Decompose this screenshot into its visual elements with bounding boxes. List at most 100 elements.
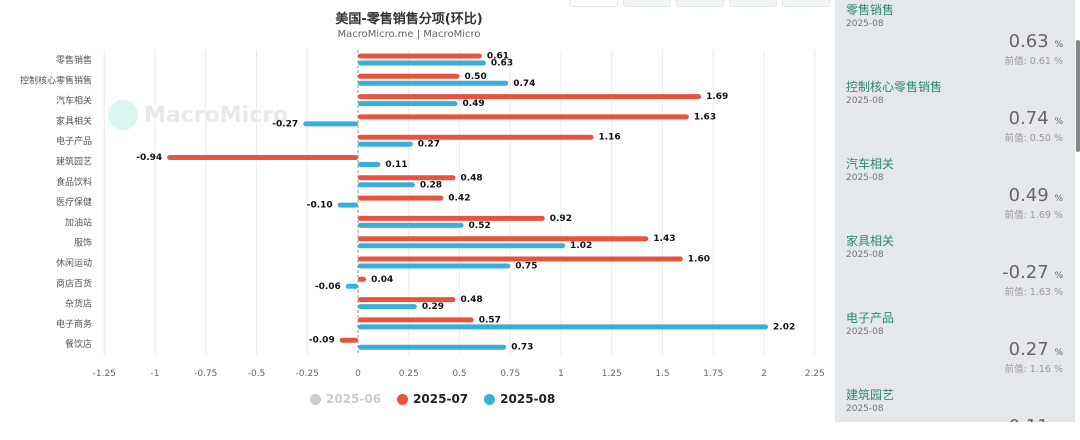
x-tick-label: 0 [355,369,361,379]
data-label: 1.43 [653,234,675,244]
x-tick-label: -1.25 [93,369,116,379]
indicator-name: 零售销售 [846,3,895,17]
data-label: 1.60 [688,255,710,265]
indicator-card[interactable]: 汽车相关 2025-08 0.49 % 前值: 1.69 % [835,154,1075,231]
legend-label: 2025-06 [326,392,382,406]
category-label: 电子商务 [56,318,92,330]
category-label: 汽车相关 [56,95,92,107]
tab-button[interactable] [570,0,618,7]
category-label: 电子产品 [56,135,92,147]
legend-dot-icon [310,393,321,405]
data-label: 0.28 [420,180,442,190]
bar-2025-07 [339,337,358,343]
x-tick-label: 2.25 [805,369,825,379]
bar-2025-07 [358,236,649,242]
bar-2025-08 [358,243,566,249]
data-label: 0.75 [515,262,537,272]
tab-button[interactable] [782,0,830,7]
bar-2025-08 [358,141,413,147]
scrollbar[interactable] [1076,40,1080,152]
data-label: 0.92 [550,214,572,224]
indicator-prev: 前值: 1.69 % [1004,210,1063,221]
category-label: 食品饮料 [56,176,92,188]
indicator-name: 控制核心零售销售 [846,80,943,94]
data-label: 0.27 [418,140,440,150]
top-tabs [570,0,830,7]
x-tick-label: 2 [761,369,767,379]
legend-label: 2025-07 [413,392,469,406]
data-label: 0.04 [371,275,393,285]
indicator-date: 2025-08 [846,327,884,337]
bar-2025-08 [358,182,415,188]
bar-2025-07 [358,94,702,100]
indicator-date: 2025-08 [846,96,884,106]
legend: 2025-06 2025-07 2025-08 [310,392,555,406]
legend-item[interactable]: 2025-07 [397,392,468,406]
category-label: 医疗保健 [56,196,92,208]
tab-button[interactable] [729,0,777,7]
bar-2025-07 [358,175,456,181]
indicator-card[interactable]: 控制核心零售销售 2025-08 0.74 % 前值: 0.50 % [835,77,1075,154]
bar-2025-08 [358,60,486,66]
data-label: 0.61 [487,52,509,62]
category-label: 休闲运动 [56,257,92,269]
x-tick-label: 1.25 [602,369,622,379]
bar-chart: -1.25 -1 -0.75 -0.5 -0.25 0 0.25 0.5 0.75 1 1.25 1.… [20,50,825,379]
data-label: -0.94 [136,153,162,163]
indicator-card[interactable]: 电子产品 2025-08 0.27 % 前值: 1.16 % [835,308,1075,385]
legend-item[interactable]: 2025-08 [484,392,555,406]
bar-2025-08 [337,202,358,208]
tab-button[interactable] [676,0,724,7]
category-label: 商店百货 [56,277,92,289]
x-tick-label: 0.75 [500,369,520,379]
indicator-value: 0.49 % [1008,185,1063,206]
indicator-value: -0.27 % [1002,262,1063,283]
x-tick-label: -0.25 [296,369,319,379]
indicator-date: 2025-08 [846,173,884,183]
category-label: 杂货店 [65,298,92,310]
tab-button[interactable] [623,0,671,7]
bar-2025-08 [358,222,464,228]
x-tick-label: -0.5 [248,369,266,379]
data-label: -0.06 [315,282,341,292]
x-tick-label: 0.5 [452,369,466,379]
bar-2025-08 [358,263,511,269]
x-tick-label: 1.75 [703,369,723,379]
data-label: -0.27 [272,119,298,129]
indicator-value: 0.63 % [1008,31,1063,52]
data-label: 0.74 [513,79,535,89]
data-label: 1.02 [570,241,592,251]
x-tick-label: -1 [151,369,160,379]
indicator-prev: 前值: 1.63 % [1004,287,1063,298]
x-tick-label: -0.75 [194,369,217,379]
indicator-card[interactable]: 建筑园艺 2025-08 0.11 % [835,385,1075,422]
watermark: MacroMicro [108,100,288,130]
indicator-name: 电子产品 [846,311,895,325]
legend-item[interactable]: 2025-06 [310,392,381,406]
indicator-prev: 前值: 0.50 % [1004,133,1063,144]
bar-2025-08 [358,162,381,167]
indicator-card[interactable]: 零售销售 2025-08 0.63 % 前值: 0.61 % [835,0,1075,77]
indicator-date: 2025-08 [846,404,884,414]
bar-2025-08 [303,121,358,127]
data-label: 0.48 [460,295,482,305]
bar-2025-07 [358,317,474,323]
chart-title: 美国-零售销售分项(环比) [335,12,483,27]
data-label: 0.57 [479,315,501,325]
indicator-card[interactable]: 家具相关 2025-08 -0.27 % 前值: 1.63 % [835,231,1075,308]
indicator-name: 家具相关 [846,234,895,248]
category-label: 服饰 [74,237,92,249]
x-tick-label: 1 [558,369,564,379]
watermark-text: MacroMicro [144,102,289,128]
category-label: 控制核心零售销售 [20,74,92,86]
x-tick-label: 1.5 [655,369,669,379]
data-label: 0.48 [460,173,482,183]
data-label: 0.29 [422,302,444,312]
data-label: 0.11 [385,160,407,170]
bar-2025-07 [358,53,482,59]
bar-2025-08 [358,304,417,310]
bar-2025-08 [358,80,509,86]
data-label: 1.69 [706,92,728,102]
indicator-value: 0.27 % [1008,339,1063,360]
data-label: 1.16 [598,133,620,143]
